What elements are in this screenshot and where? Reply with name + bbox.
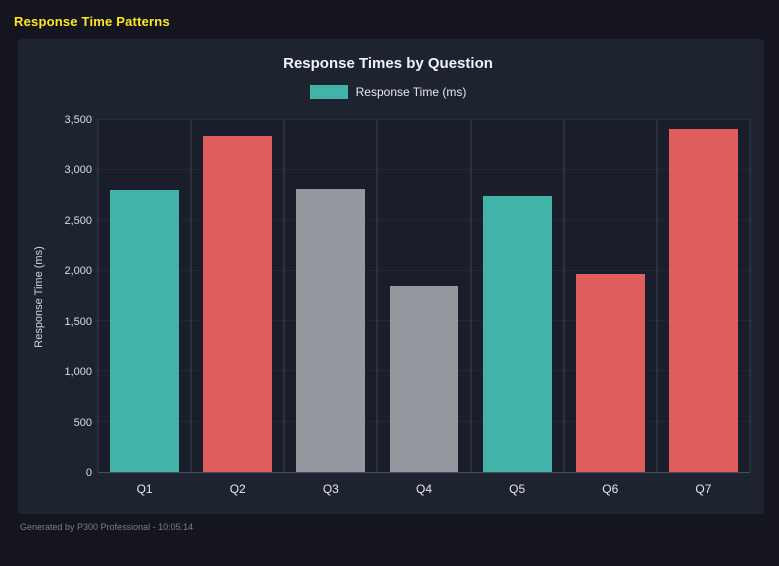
y-tick-label: 1,000 <box>64 366 92 379</box>
y-tick-label: 2,000 <box>64 265 92 278</box>
x-axis-label-Q2: Q2 <box>229 482 246 496</box>
plot-area <box>97 119 751 473</box>
x-axis-label-Q4: Q4 <box>415 482 432 496</box>
gridline-horizontal <box>98 219 750 221</box>
chart-title: Response Times by Question <box>283 55 493 72</box>
gridline-vertical <box>470 120 472 472</box>
gridline-vertical <box>283 120 285 472</box>
bar-Q3[interactable] <box>296 189 366 472</box>
bar-Q4[interactable] <box>389 285 459 472</box>
bar-column-Q2 <box>191 120 284 472</box>
bar-column-Q3 <box>284 120 377 472</box>
y-axis-ticks: 0 500 1,000 1,500 2,000 2,500 3,000 3,500 <box>52 114 98 479</box>
gridline-horizontal <box>98 119 750 120</box>
bar-column-Q1 <box>98 120 191 472</box>
chart-panel: Response Times by Question Response Time… <box>18 39 764 514</box>
y-axis-title-column: Response Time (ms) <box>26 120 52 473</box>
x-axis-label-Q1: Q1 <box>136 482 153 496</box>
gridline-vertical <box>97 120 99 472</box>
chart-area: Response Time (ms) 0 500 1,000 1,500 2,000 2,… <box>26 114 751 496</box>
bar-Q7[interactable] <box>668 129 738 472</box>
gridline-vertical <box>749 120 751 472</box>
bar-Q6[interactable] <box>575 273 645 472</box>
gridline-vertical <box>563 120 565 472</box>
y-axis-title: Response Time (ms) <box>33 245 45 348</box>
x-axis-labels: Q1 Q2 Q3 Q4 Q5 Q6 Q7 <box>98 482 750 496</box>
bar-Q2[interactable] <box>203 136 273 472</box>
legend-label: Response Time (ms) <box>355 85 467 99</box>
gridline-vertical <box>190 120 192 472</box>
bar-column-Q6 <box>564 120 657 472</box>
plot-outer: Q1 Q2 Q3 Q4 Q5 Q6 Q7 <box>97 119 751 496</box>
y-tick-label: 500 <box>73 416 92 429</box>
footer-text: Generated by P300 Professional - 10:05:1… <box>20 522 194 532</box>
page-title: Response Time Patterns <box>14 14 170 29</box>
legend-swatch <box>309 85 348 99</box>
gridline-vertical <box>656 120 658 472</box>
x-axis-label-Q3: Q3 <box>322 482 339 496</box>
gridline-horizontal <box>98 169 750 171</box>
y-tick-label: 3,000 <box>64 164 92 177</box>
bars <box>98 120 750 472</box>
gridline-vertical <box>376 120 378 472</box>
y-tick-label: 3,500 <box>64 114 92 126</box>
y-tick-label: 0 <box>85 467 92 479</box>
gridline-horizontal <box>98 269 750 271</box>
bar-column-Q4 <box>377 120 470 472</box>
bar-column-Q5 <box>471 120 564 472</box>
y-tick-label: 2,500 <box>64 214 92 227</box>
x-axis-label-Q5: Q5 <box>509 482 526 496</box>
bar-Q1[interactable] <box>110 190 180 472</box>
x-axis-label-Q7: Q7 <box>695 482 712 496</box>
bar-column-Q7 <box>657 120 750 472</box>
bar-Q5[interactable] <box>482 196 552 472</box>
chart-legend[interactable]: Response Time (ms) <box>26 84 750 100</box>
x-axis-label-Q6: Q6 <box>602 482 619 496</box>
y-tick-label: 1,500 <box>64 315 92 328</box>
